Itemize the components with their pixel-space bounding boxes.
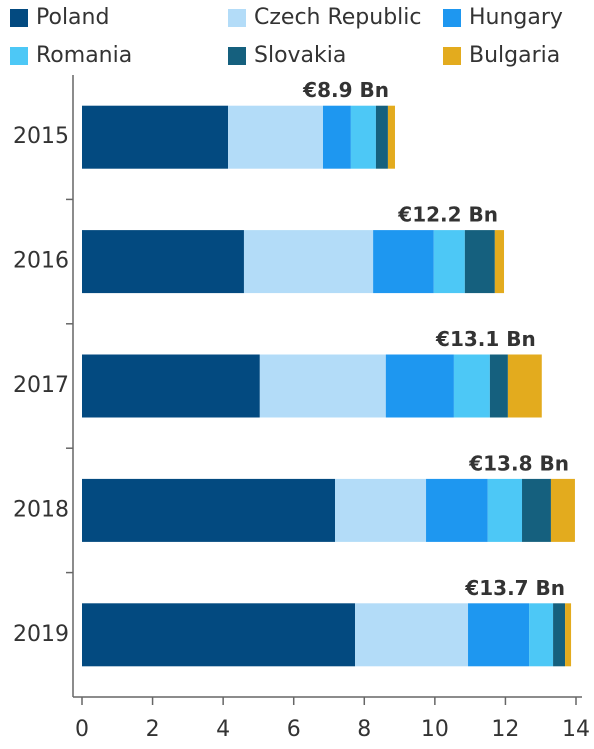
x-tick-label: 10 xyxy=(421,717,449,742)
bar-segment xyxy=(489,354,508,418)
bar-segment xyxy=(433,230,465,294)
bar-segment xyxy=(259,354,386,418)
bar-segment xyxy=(553,603,566,667)
legend-swatch xyxy=(443,9,461,27)
y-tick-label: 2019 xyxy=(13,622,69,647)
legend-swatch xyxy=(10,47,28,65)
legend-label: Romania xyxy=(36,43,132,68)
bar-segment xyxy=(228,105,324,169)
bar-segment xyxy=(468,603,530,667)
legend-label: Poland xyxy=(36,5,109,30)
bar-segment xyxy=(387,105,395,169)
bar-segment xyxy=(82,478,335,542)
bar-segment xyxy=(375,105,388,169)
bar-segment xyxy=(507,354,542,418)
bar-segment xyxy=(82,354,260,418)
bar-segment xyxy=(385,354,454,418)
bar-segment xyxy=(355,603,469,667)
y-tick-label: 2018 xyxy=(13,497,69,522)
x-tick-label: 4 xyxy=(216,717,230,742)
bar-segment xyxy=(453,354,490,418)
total-label: €13.7 Bn xyxy=(464,576,565,600)
bar-segment xyxy=(565,603,572,667)
bar-segment xyxy=(373,230,434,294)
bar-segment xyxy=(82,105,229,169)
legend-swatch xyxy=(228,9,246,27)
legend-swatch xyxy=(228,47,246,65)
legend-label: Czech Republic xyxy=(254,5,422,30)
x-tick-label: 8 xyxy=(357,717,371,742)
legend-label: Hungary xyxy=(469,5,563,30)
bar-segment xyxy=(82,230,244,294)
total-label: €8.9 Bn xyxy=(302,78,389,102)
bar-segment xyxy=(243,230,374,294)
y-tick-label: 2017 xyxy=(13,373,69,398)
bar-segment xyxy=(350,105,376,169)
bar-segment xyxy=(426,478,488,542)
total-label: €12.2 Bn xyxy=(397,203,498,227)
total-label: €13.8 Bn xyxy=(468,451,569,475)
x-tick-label: 2 xyxy=(146,717,160,742)
bar-segment xyxy=(464,230,495,294)
legend-swatch xyxy=(443,47,461,65)
bar-segment xyxy=(82,603,356,667)
x-tick-label: 12 xyxy=(491,717,519,742)
y-tick-label: 2015 xyxy=(13,124,69,149)
bar-segment xyxy=(550,478,575,542)
bar-segment xyxy=(494,230,505,294)
total-label: €13.1 Bn xyxy=(435,327,536,351)
x-tick-label: 14 xyxy=(562,717,590,742)
legend-label: Bulgaria xyxy=(469,43,560,68)
x-tick-label: 0 xyxy=(75,717,89,742)
y-tick-label: 2016 xyxy=(13,249,69,274)
legend-label: Slovakia xyxy=(254,43,346,68)
bar-segment xyxy=(323,105,351,169)
legend-swatch xyxy=(10,9,28,27)
bar-segment xyxy=(334,478,427,542)
bar-segment xyxy=(522,478,551,542)
bar-segment xyxy=(487,478,523,542)
bar-segment xyxy=(529,603,554,667)
x-tick-label: 6 xyxy=(287,717,301,742)
